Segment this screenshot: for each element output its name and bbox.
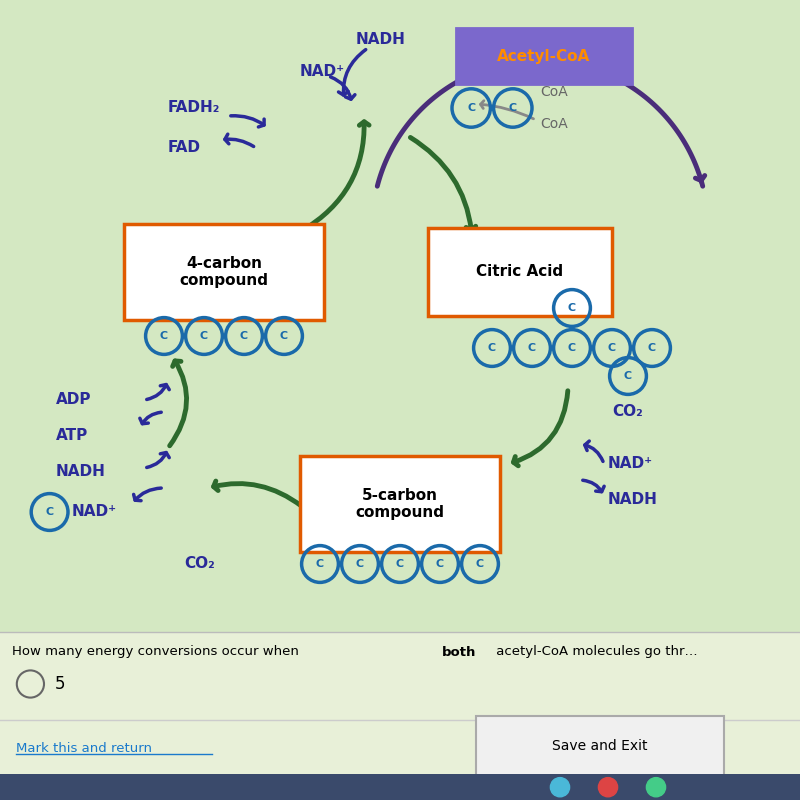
Text: NAD⁺: NAD⁺ (72, 505, 117, 519)
Bar (0, 632, 800, 800)
Text: NADH: NADH (356, 33, 406, 47)
Text: C: C (436, 559, 444, 569)
Circle shape (646, 778, 666, 797)
Text: C: C (46, 507, 54, 517)
Text: CO₂: CO₂ (613, 405, 643, 419)
Text: CoA: CoA (540, 85, 568, 99)
FancyBboxPatch shape (300, 456, 500, 552)
Text: NADH: NADH (56, 465, 106, 479)
Text: C: C (488, 343, 496, 353)
Text: C: C (467, 103, 475, 113)
Text: Mark this and return: Mark this and return (16, 742, 152, 754)
Text: NAD⁺: NAD⁺ (300, 65, 345, 79)
Text: C: C (160, 331, 168, 341)
Circle shape (598, 778, 618, 797)
Text: How many energy conversions occur when: How many energy conversions occur when (12, 646, 303, 658)
Text: FAD: FAD (168, 141, 201, 155)
FancyBboxPatch shape (428, 228, 612, 316)
Text: 5-carbon
compound: 5-carbon compound (355, 488, 445, 520)
Text: C: C (608, 343, 616, 353)
Text: NAD⁺: NAD⁺ (608, 457, 653, 471)
Text: C: C (240, 331, 248, 341)
FancyBboxPatch shape (124, 224, 324, 320)
Circle shape (550, 778, 570, 797)
Text: Save and Exit: Save and Exit (552, 739, 648, 753)
FancyBboxPatch shape (476, 716, 724, 776)
Text: ADP: ADP (56, 393, 91, 407)
Text: Citric Acid: Citric Acid (477, 265, 563, 279)
Text: C: C (476, 559, 484, 569)
Text: C: C (648, 343, 656, 353)
Text: C: C (568, 343, 576, 353)
Text: C: C (624, 371, 632, 381)
Text: ATP: ATP (56, 429, 88, 443)
Text: FADH₂: FADH₂ (168, 101, 220, 115)
FancyBboxPatch shape (456, 28, 632, 84)
Bar (0, 774, 800, 800)
Text: C: C (356, 559, 364, 569)
Text: C: C (396, 559, 404, 569)
Text: 4-carbon
compound: 4-carbon compound (179, 256, 269, 288)
Text: C: C (200, 331, 208, 341)
Text: C: C (568, 303, 576, 313)
Text: acetyl-CoA molecules go thr…: acetyl-CoA molecules go thr… (492, 646, 698, 658)
Text: 5: 5 (54, 675, 65, 693)
Text: Acetyl-CoA: Acetyl-CoA (498, 49, 590, 63)
Text: C: C (316, 559, 324, 569)
Text: CoA: CoA (540, 117, 568, 131)
Text: C: C (509, 103, 517, 113)
Text: C: C (280, 331, 288, 341)
Text: both: both (442, 646, 476, 658)
Text: CO₂: CO₂ (185, 557, 215, 571)
Text: NADH: NADH (608, 493, 658, 507)
Text: C: C (528, 343, 536, 353)
